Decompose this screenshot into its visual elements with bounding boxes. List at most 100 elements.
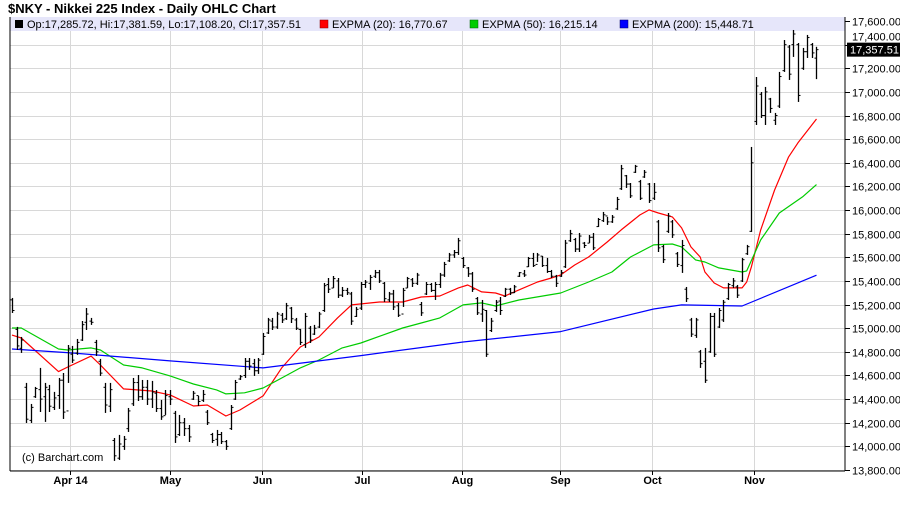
- ohlc-bar: [191, 390, 196, 400]
- ohlc-bar: [219, 431, 224, 445]
- legend-ema20-swatch: [319, 19, 329, 29]
- ohlc-bar: [787, 44, 792, 80]
- ohlc-bar: [159, 399, 164, 420]
- ohlc-bar: [168, 390, 173, 406]
- ohlc-bar: [508, 287, 513, 296]
- ohlc-bar: [312, 324, 317, 335]
- x-tick-label: Aug: [452, 475, 473, 487]
- ohlc-bar: [349, 291, 354, 325]
- ohlc-bar: [619, 164, 624, 190]
- legend-ema50-swatch: [469, 19, 479, 29]
- ohlc-bar: [563, 239, 568, 268]
- ohlc-bar: [70, 345, 75, 363]
- ohlc-bar: [591, 232, 596, 250]
- ohlc-bar: [103, 382, 108, 413]
- ohlc-bar: [675, 251, 680, 268]
- y-tick-label: 15,400.00: [852, 277, 900, 289]
- ohlc-bar: [419, 301, 424, 316]
- ohlc-bar: [754, 77, 759, 125]
- y-tick-label: 16,000.00: [852, 206, 900, 218]
- y-tick-label: 17,600.00: [852, 17, 900, 29]
- ohlc-bar: [373, 269, 378, 278]
- y-tick-label: 17,200.00: [852, 64, 900, 76]
- ohlc-bar: [810, 42, 815, 58]
- ohlc-bar: [52, 391, 57, 410]
- ohlc-bar: [438, 272, 443, 288]
- ohlc-bar: [215, 429, 220, 446]
- ohlc-bar: [154, 390, 159, 412]
- ohlc-bar: [15, 326, 20, 350]
- ohlc-bar: [777, 71, 782, 108]
- ohlc-bar: [326, 277, 331, 293]
- ohlc-bar: [484, 309, 489, 357]
- ohlc-bar: [549, 269, 554, 278]
- legend: Op:17,285.72, Hi:17,381.59, Lo:17,108.20…: [15, 19, 754, 31]
- ohlc-bar: [526, 256, 531, 268]
- ohlc-bar: [503, 287, 508, 298]
- ohlc-bar: [684, 286, 689, 302]
- ohlc-bar: [759, 92, 764, 119]
- ohlc-bar: [177, 414, 182, 436]
- ohlc-bar: [363, 280, 368, 288]
- ohlc-bar: [512, 284, 517, 294]
- ohlc-bar: [24, 382, 29, 423]
- ohlc-bar: [429, 282, 434, 292]
- ohlc-bar: [308, 325, 313, 343]
- ohlc-bar: [266, 317, 271, 335]
- ohlc-bar: [442, 261, 447, 277]
- ohlc-bar: [642, 169, 647, 178]
- ohlc-bar: [680, 239, 685, 273]
- y-tick-label: 16,600.00: [852, 135, 900, 147]
- ohlc-bar: [29, 403, 34, 423]
- ohlc-bar: [638, 179, 643, 201]
- ohlc-bar: [201, 390, 206, 402]
- ohlc-bar: [108, 382, 113, 412]
- ohlc-bar: [122, 435, 127, 450]
- ohlc-bar: [57, 377, 62, 409]
- ohlc-bar: [466, 267, 471, 277]
- ohlc-bar: [456, 237, 461, 255]
- ohlc-bar: [717, 308, 722, 328]
- ohlc-bar: [261, 332, 266, 355]
- y-tick-label: 15,000.00: [852, 324, 900, 336]
- ohlc-bar: [270, 317, 275, 330]
- ohlc-bar: [415, 272, 420, 285]
- ohlc-bar: [545, 257, 550, 273]
- y-tick-label: 17,400.00: [852, 32, 900, 44]
- ohlc-bar: [615, 196, 620, 210]
- ohlc-bar: [377, 269, 382, 283]
- ohlc-bar: [763, 86, 768, 125]
- ohlc-bar: [284, 302, 289, 320]
- ohlc-bar: [656, 219, 661, 252]
- y-tick-label: 16,800.00: [852, 112, 900, 124]
- ohlc-bar: [33, 386, 38, 398]
- ohlc-bar: [596, 217, 601, 228]
- y-axis: 13,800.00 14,000.00 14,200.00 14,400.00 14,6…: [845, 17, 900, 478]
- ohlc-bar: [131, 377, 136, 406]
- ohlc-bar: [796, 42, 801, 102]
- ohlc-bar: [540, 255, 545, 268]
- ohlc-bar: [280, 312, 285, 324]
- ohlc-bar: [136, 375, 141, 401]
- legend-ema200: EXPMA (200): 15,448.71: [632, 19, 754, 31]
- ohlc-bar: [47, 384, 52, 412]
- ohlc-bar: [298, 328, 303, 345]
- ohlc-bar: [10, 297, 15, 313]
- ohlc-bar: [624, 174, 629, 188]
- ohlc-bar: [238, 375, 243, 380]
- y-tick-label: 14,400.00: [852, 395, 900, 407]
- ohlc-bar: [531, 252, 536, 268]
- ohlc-bar: [317, 311, 322, 328]
- ohlc-bar: [601, 211, 606, 222]
- ohlc-bar: [117, 434, 122, 460]
- ohlc-bar: [405, 276, 410, 289]
- y-tick-label: 15,600.00: [852, 253, 900, 265]
- ohlc-bar: [610, 215, 615, 223]
- ohlc-bar: [708, 312, 713, 353]
- x-tick-label: Sep: [550, 475, 570, 487]
- ohlc-bar: [205, 409, 210, 425]
- x-tick-label: Nov: [744, 475, 766, 487]
- y-tick-label: 16,400.00: [852, 159, 900, 171]
- ohlc-bar: [163, 390, 168, 417]
